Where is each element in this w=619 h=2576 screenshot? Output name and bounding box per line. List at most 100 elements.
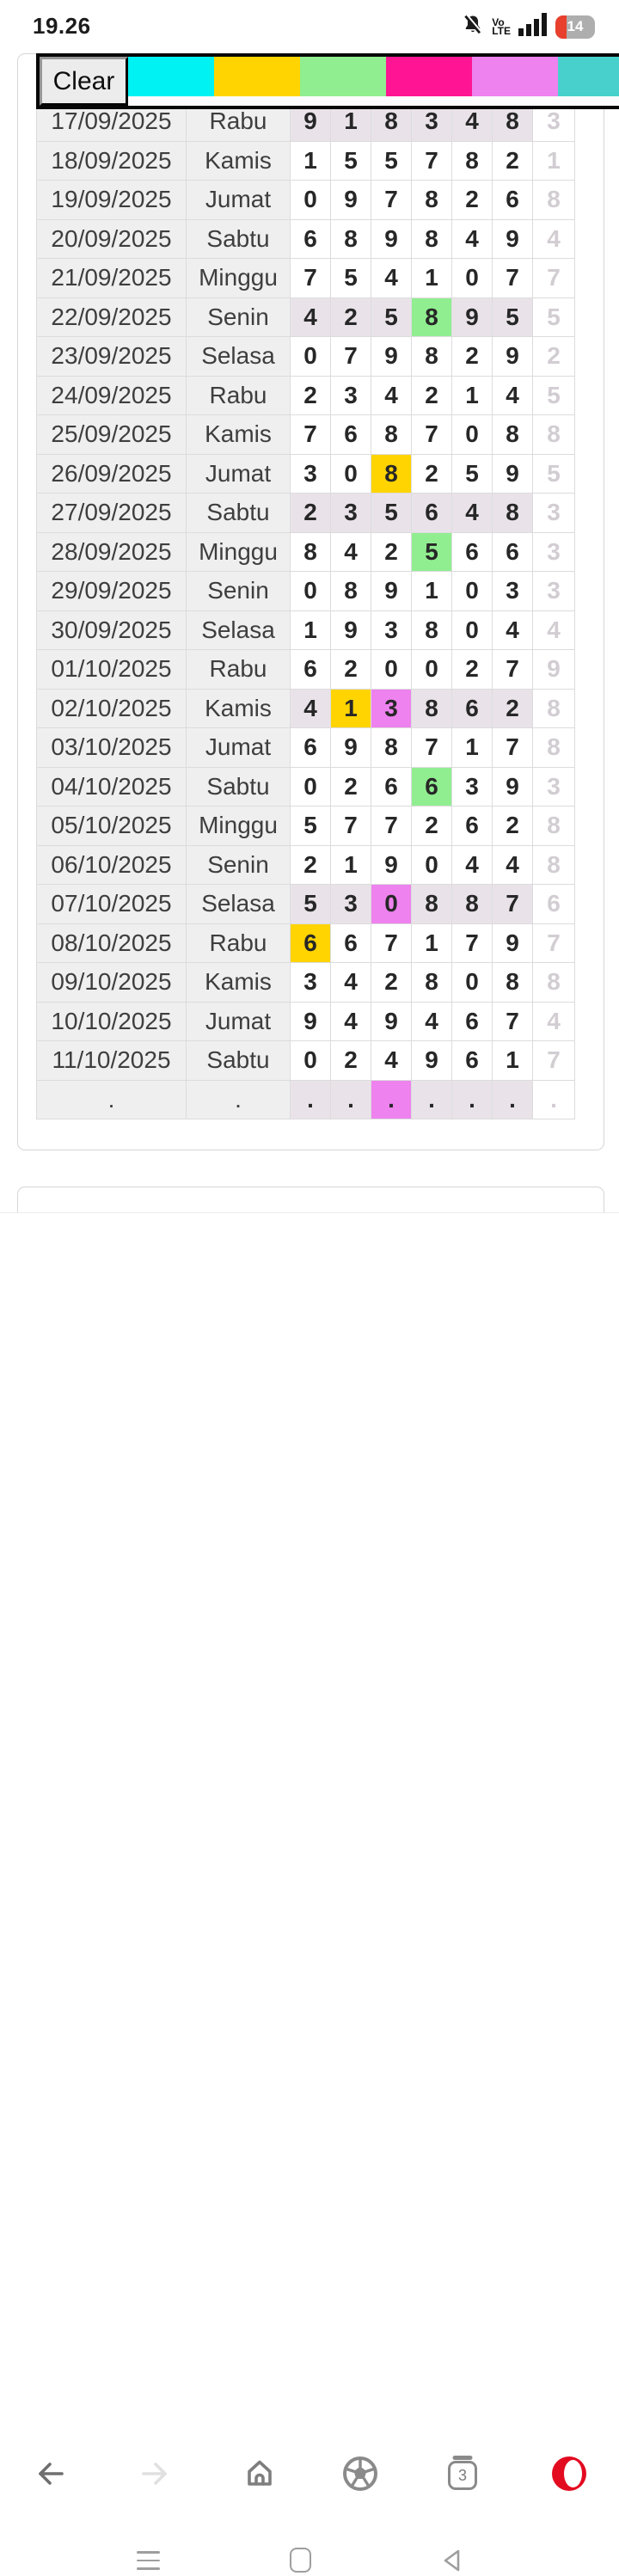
- digit-cell[interactable]: 6: [451, 688, 493, 728]
- digit-cell[interactable]: 3: [290, 453, 331, 494]
- digit-cell[interactable]: 7: [371, 180, 412, 220]
- digit-cell[interactable]: 5: [371, 140, 412, 181]
- digit-cell[interactable]: 9: [371, 1001, 412, 1041]
- digit-cell[interactable]: 1: [290, 140, 331, 181]
- palette-swatch-green[interactable]: [300, 57, 386, 96]
- digit-cell[interactable]: 7: [492, 727, 533, 768]
- digit-cell[interactable]: 2: [371, 962, 412, 1003]
- football-button[interactable]: [341, 2455, 379, 2495]
- digit-cell[interactable]: 4: [371, 375, 412, 415]
- digit-cell[interactable]: 9: [492, 218, 533, 259]
- digit-cell[interactable]: 2: [290, 375, 331, 415]
- digit-cell[interactable]: 4: [451, 218, 493, 259]
- digit-cell[interactable]: 8: [290, 531, 331, 572]
- digit-cell[interactable]: 8: [492, 414, 533, 455]
- digit-cell[interactable]: 3: [371, 610, 412, 650]
- digit-cell[interactable]: 0: [451, 962, 493, 1003]
- digit-cell[interactable]: 1: [492, 1040, 533, 1081]
- palette-swatch-cyan[interactable]: [128, 57, 214, 96]
- digit-cell[interactable]: 0: [411, 649, 452, 690]
- digit-cell[interactable]: 7: [371, 806, 412, 846]
- digit-cell[interactable]: 9: [371, 336, 412, 377]
- digit-cell[interactable]: 8: [411, 884, 452, 924]
- digit-cell[interactable]: 0: [290, 1040, 331, 1081]
- digit-cell[interactable]: 4: [330, 962, 371, 1003]
- digit-cell[interactable]: 6: [290, 727, 331, 768]
- digit-cell[interactable]: 8: [330, 571, 371, 611]
- opera-menu-button[interactable]: [550, 2455, 588, 2495]
- digit-cell[interactable]: 4: [411, 1001, 452, 1041]
- digit-cell[interactable]: 4: [451, 493, 493, 533]
- digit-cell[interactable]: 2: [330, 1040, 371, 1081]
- digit-cell[interactable]: 5: [371, 493, 412, 533]
- digit-cell[interactable]: 7: [330, 336, 371, 377]
- digit-cell[interactable]: 6: [492, 180, 533, 220]
- clear-button[interactable]: Clear: [40, 57, 128, 106]
- digit-cell[interactable]: 6: [411, 766, 452, 807]
- digit-cell[interactable]: 6: [290, 923, 331, 963]
- digit-cell[interactable]: 6: [451, 1001, 493, 1041]
- digit-cell[interactable]: 5: [330, 140, 371, 181]
- digit-cell[interactable]: 7: [492, 884, 533, 924]
- digit-cell[interactable]: 8: [411, 180, 452, 220]
- digit-cell[interactable]: 2: [371, 531, 412, 572]
- digit-cell[interactable]: 8: [411, 336, 452, 377]
- digit-cell[interactable]: 7: [330, 806, 371, 846]
- tabs-button[interactable]: 3: [448, 2456, 477, 2490]
- digit-cell[interactable]: 9: [330, 727, 371, 768]
- digit-cell[interactable]: 2: [492, 140, 533, 181]
- digit-cell[interactable]: 8: [451, 140, 493, 181]
- digit-cell[interactable]: 0: [451, 258, 493, 298]
- digit-cell[interactable]: 8: [411, 297, 452, 337]
- digit-cell[interactable]: 7: [492, 1001, 533, 1041]
- digit-cell[interactable]: 9: [371, 844, 412, 885]
- digit-cell[interactable]: 0: [290, 766, 331, 807]
- digit-cell[interactable]: 6: [492, 531, 533, 572]
- back-button[interactable]: [36, 2459, 65, 2491]
- digit-cell[interactable]: 3: [492, 571, 533, 611]
- digit-cell[interactable]: 4: [330, 531, 371, 572]
- digit-cell[interactable]: 9: [330, 180, 371, 220]
- digit-cell[interactable]: 9: [371, 218, 412, 259]
- digit-cell[interactable]: 1: [411, 258, 452, 298]
- digit-cell[interactable]: 2: [330, 766, 371, 807]
- digit-cell[interactable]: 0: [411, 844, 452, 885]
- digit-cell[interactable]: 8: [371, 727, 412, 768]
- digit-cell[interactable]: 8: [492, 493, 533, 533]
- digit-cell[interactable]: 0: [290, 571, 331, 611]
- digit-cell[interactable]: 0: [330, 453, 371, 494]
- digit-cell[interactable]: 0: [290, 180, 331, 220]
- digit-cell[interactable]: 9: [371, 571, 412, 611]
- digit-cell[interactable]: 3: [330, 375, 371, 415]
- digit-cell[interactable]: 6: [411, 493, 452, 533]
- digit-cell[interactable]: 0: [451, 610, 493, 650]
- digit-cell[interactable]: 9: [492, 336, 533, 377]
- digit-cell[interactable]: 9: [492, 453, 533, 494]
- digit-cell[interactable]: 2: [330, 297, 371, 337]
- digit-cell[interactable]: 1: [330, 688, 371, 728]
- digit-cell[interactable]: 4: [330, 1001, 371, 1041]
- digit-cell[interactable]: 8: [451, 884, 493, 924]
- digit-cell[interactable]: 8: [411, 688, 452, 728]
- digit-cell[interactable]: 6: [451, 806, 493, 846]
- android-back-button[interactable]: [440, 2548, 463, 2576]
- digit-cell[interactable]: 9: [290, 1001, 331, 1041]
- digit-cell[interactable]: 8: [411, 610, 452, 650]
- digit-cell[interactable]: 1: [290, 610, 331, 650]
- digit-cell[interactable]: 8: [411, 962, 452, 1003]
- digit-cell[interactable]: 2: [451, 336, 493, 377]
- digit-cell[interactable]: 8: [371, 453, 412, 494]
- digit-cell[interactable]: 3: [290, 962, 331, 1003]
- digit-cell[interactable]: 3: [330, 884, 371, 924]
- digit-cell[interactable]: .: [411, 1079, 452, 1119]
- digit-cell[interactable]: 0: [451, 414, 493, 455]
- digit-cell[interactable]: 0: [451, 571, 493, 611]
- digit-cell[interactable]: 4: [290, 688, 331, 728]
- digit-cell[interactable]: 7: [371, 923, 412, 963]
- digit-cell[interactable]: 6: [371, 766, 412, 807]
- digit-cell[interactable]: 2: [492, 688, 533, 728]
- palette-swatch-teal[interactable]: [558, 57, 619, 96]
- digit-cell[interactable]: 6: [451, 1040, 493, 1081]
- digit-cell[interactable]: 1: [411, 571, 452, 611]
- digit-cell[interactable]: 5: [290, 884, 331, 924]
